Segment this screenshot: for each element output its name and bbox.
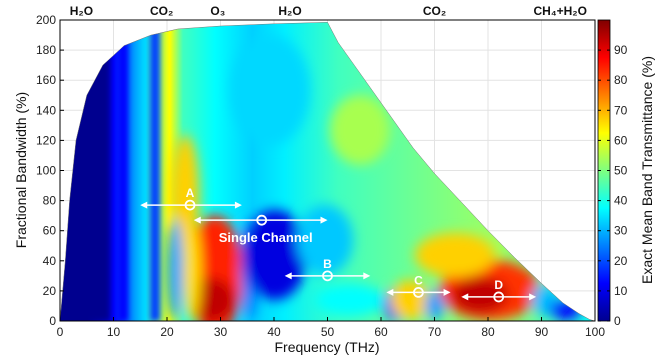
y-tick-label: 20 <box>43 284 57 298</box>
band-label: CH₄+H₂O <box>534 4 587 18</box>
point-label-c: C <box>414 273 423 287</box>
bandwidth-arrow-b <box>284 272 371 280</box>
colorbar-tick-label: 90 <box>614 43 628 57</box>
band-label: CO₂ <box>423 4 446 18</box>
y-axis: 0 20 40 60 80 100 120 140 160 180 200 <box>36 13 64 328</box>
y-tick-label: 100 <box>36 164 56 178</box>
point-label-b: B <box>323 257 332 271</box>
band-label: H₂O <box>70 4 93 18</box>
y-tick-label: 40 <box>43 254 57 268</box>
x-tick-label: 30 <box>214 325 228 339</box>
x-tick-label: 80 <box>481 325 495 339</box>
single-channel-label: Single Channel <box>219 230 313 245</box>
colorbar-tick-label: 60 <box>614 133 628 147</box>
x-tick-label: 10 <box>107 325 121 339</box>
x-axis: 0 10 20 30 40 50 60 70 80 90 100 <box>57 317 605 339</box>
x-tick-label: 100 <box>585 325 605 339</box>
bandwidth-arrow-a <box>140 201 242 209</box>
colorbar-tick-label: 50 <box>614 164 628 178</box>
y-axis-title: Fractional Bandwidth (%) <box>13 92 29 248</box>
colorbar-title: Exact Mean Band Transmittance (%) <box>639 56 655 284</box>
band-label: O₃ <box>210 4 225 18</box>
x-tick-label: 20 <box>160 325 174 339</box>
y-tick-label: 160 <box>36 73 56 87</box>
colorbar-tick-label: 20 <box>614 254 628 268</box>
bandwidth-arrow-c <box>386 288 451 296</box>
single-channel-arrow <box>193 216 328 224</box>
x-axis-title: Frequency (THz) <box>274 339 379 355</box>
x-tick-label: 50 <box>321 325 335 339</box>
absorption-band-labels: H₂O CO₂ O₃ H₂O CO₂ CH₄+H₂O <box>70 4 587 18</box>
point-marker-a <box>184 199 196 211</box>
point-marker-c <box>413 287 424 298</box>
x-tick-label: 60 <box>374 325 388 339</box>
design-points: A B C D Single Channel <box>140 186 537 303</box>
y-tick-label: 0 <box>49 314 56 328</box>
y-tick-label: 80 <box>43 194 57 208</box>
colorbar-tick-label: 0 <box>614 314 621 328</box>
y-tick-label: 120 <box>36 133 56 147</box>
y-tick-label: 180 <box>36 43 56 57</box>
bandwidth-arrow-d <box>461 293 537 301</box>
band-label: CO₂ <box>150 4 173 18</box>
point-label-a: A <box>186 186 195 200</box>
x-tick-label: 0 <box>57 325 64 339</box>
x-tick-label: 70 <box>428 325 442 339</box>
x-tick-label: 90 <box>535 325 549 339</box>
point-label-d: D <box>494 278 503 292</box>
colorbar-tick-label: 70 <box>614 103 628 117</box>
band-label: H₂O <box>278 4 301 18</box>
colorbar-tick-label: 40 <box>614 194 628 208</box>
colorbar-ticks: 0 10 20 30 40 50 60 70 80 90 <box>598 43 628 328</box>
x-tick-label: 40 <box>267 325 281 339</box>
y-tick-label: 140 <box>36 103 56 117</box>
y-tick-label: 60 <box>43 224 57 238</box>
y-tick-label: 200 <box>36 13 56 27</box>
point-marker-b <box>322 270 333 282</box>
colorbar-tick-label: 80 <box>614 73 628 87</box>
colorbar-tick-label: 30 <box>614 224 628 238</box>
colorbar-tick-label: 10 <box>614 284 628 298</box>
single-channel-marker <box>256 214 268 226</box>
point-marker-d <box>493 291 505 303</box>
